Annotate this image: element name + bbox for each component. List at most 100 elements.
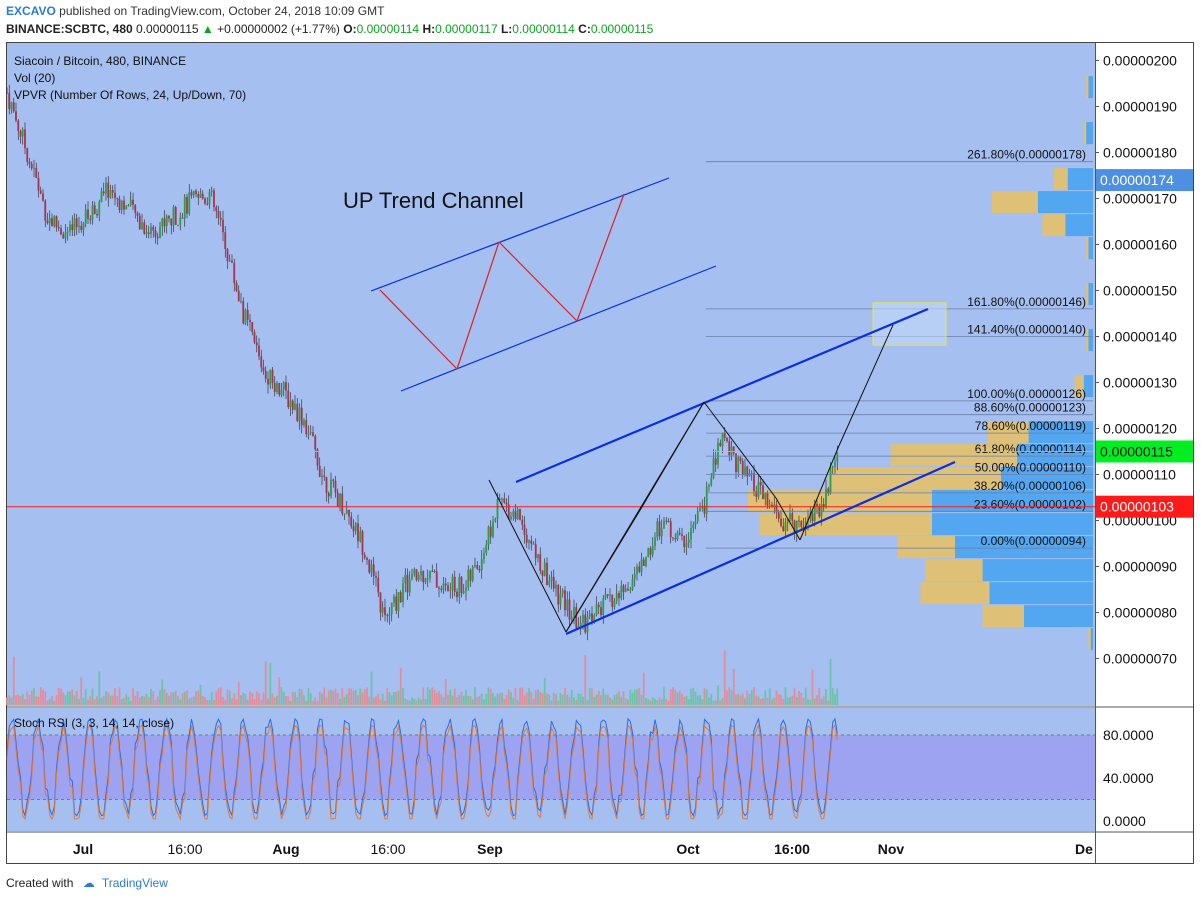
volume-bar (678, 690, 681, 705)
volume-bar (703, 687, 706, 705)
volume-bar (98, 671, 101, 705)
volume-bar (111, 695, 114, 705)
candle-body (354, 523, 357, 532)
volume-bar (494, 696, 497, 705)
candle-body (667, 520, 670, 522)
volume-bar (636, 689, 638, 705)
projection-path (488, 479, 567, 633)
candle-body (107, 182, 110, 198)
volume-bar (93, 699, 96, 705)
volume-bar (667, 700, 670, 705)
candle-body (755, 491, 758, 497)
candle-body (168, 215, 170, 219)
candle-body (591, 613, 593, 624)
volume-bar (282, 691, 285, 705)
candle-body (753, 473, 755, 492)
candle-body (336, 492, 339, 508)
candle-body (444, 583, 447, 586)
volume-bar (816, 695, 818, 705)
candle-body (820, 504, 823, 517)
close-label: C: (578, 22, 591, 36)
volume-bar (665, 698, 668, 705)
candle-body (69, 224, 71, 232)
candle-body (316, 449, 319, 466)
price-change: +0.00000002 (+1.77%) (217, 22, 340, 36)
fib-label: 50.00%(0.00000110) (975, 461, 1086, 475)
footer: Created with ☁ TradingView (6, 876, 168, 890)
close-value: 0.00000115 (590, 22, 654, 36)
volume-bar (109, 695, 112, 705)
fib-label: 141.40%(0.00000140) (967, 323, 1086, 337)
volume-bar (786, 697, 789, 705)
volume-bar (602, 688, 605, 705)
price-tag-label: 0.00000174 (1100, 172, 1174, 188)
volume-bar (442, 697, 445, 705)
volume-bar (501, 692, 503, 705)
candle-body (71, 224, 74, 231)
candle-body (694, 521, 697, 525)
volume-bar (510, 692, 512, 705)
y-tick-label: 0.00000070 (1103, 651, 1177, 667)
volume-bar (66, 691, 69, 705)
candle-body (39, 190, 42, 194)
volume-bar (100, 698, 103, 705)
candle-body (332, 479, 335, 481)
candle-body (183, 196, 186, 219)
candle-body (327, 492, 330, 497)
volume-bar (397, 690, 400, 705)
candle-body (359, 531, 362, 542)
candle-body (8, 92, 11, 110)
volume-bar (834, 694, 836, 705)
candle-body (143, 222, 146, 234)
volume-bar (584, 654, 587, 705)
symbol-header: BINANCE:SCBTC, 480 0.00000115 ▲ +0.00000… (6, 22, 653, 36)
candle-body (669, 521, 672, 538)
candle-body (138, 215, 141, 230)
candle-body (611, 594, 614, 607)
volume-bar (791, 695, 794, 705)
volume-bar (687, 699, 690, 705)
candle-body (375, 576, 377, 578)
candle-body (393, 596, 395, 603)
volume-bar (57, 687, 60, 705)
volume-bar (147, 697, 150, 705)
candle-body (323, 475, 326, 477)
rsi-tick-label: 80.0000 (1103, 727, 1154, 743)
volume-bar (487, 687, 490, 705)
volume-bar (71, 689, 74, 705)
volume-bar (222, 697, 224, 705)
volume-bar (451, 695, 454, 705)
volume-bar (188, 698, 191, 705)
candle-body (370, 564, 373, 573)
volume-bar (330, 689, 332, 705)
volume-bar (255, 691, 258, 705)
candle-body (471, 566, 474, 581)
candle-body (786, 519, 789, 523)
volume-bar (784, 687, 787, 705)
tradingview-link[interactable]: TradingView (101, 876, 168, 890)
volume-bar (710, 693, 713, 705)
volume-bar (244, 693, 247, 705)
candle-body (134, 204, 137, 213)
candle-body (102, 191, 105, 194)
candle-body (55, 216, 58, 228)
candle-body (289, 400, 292, 408)
volume-bar (438, 691, 440, 705)
candle-body (159, 226, 161, 239)
candle-body (426, 578, 429, 580)
volume-bar (674, 689, 677, 705)
candle-body (557, 584, 560, 605)
candle-body (305, 420, 308, 435)
candle-body (413, 569, 416, 575)
volume-bar (530, 691, 533, 705)
publisher-name[interactable]: EXCAVO (6, 4, 56, 18)
candle-body (348, 509, 350, 517)
candle-body (231, 260, 233, 263)
volume-bar (370, 671, 373, 705)
tradingview-logo-icon[interactable]: ☁ (82, 876, 95, 890)
candle-body (188, 192, 191, 214)
candle-body (105, 182, 107, 194)
volume-bar (75, 690, 78, 705)
volume-bar (813, 698, 816, 705)
